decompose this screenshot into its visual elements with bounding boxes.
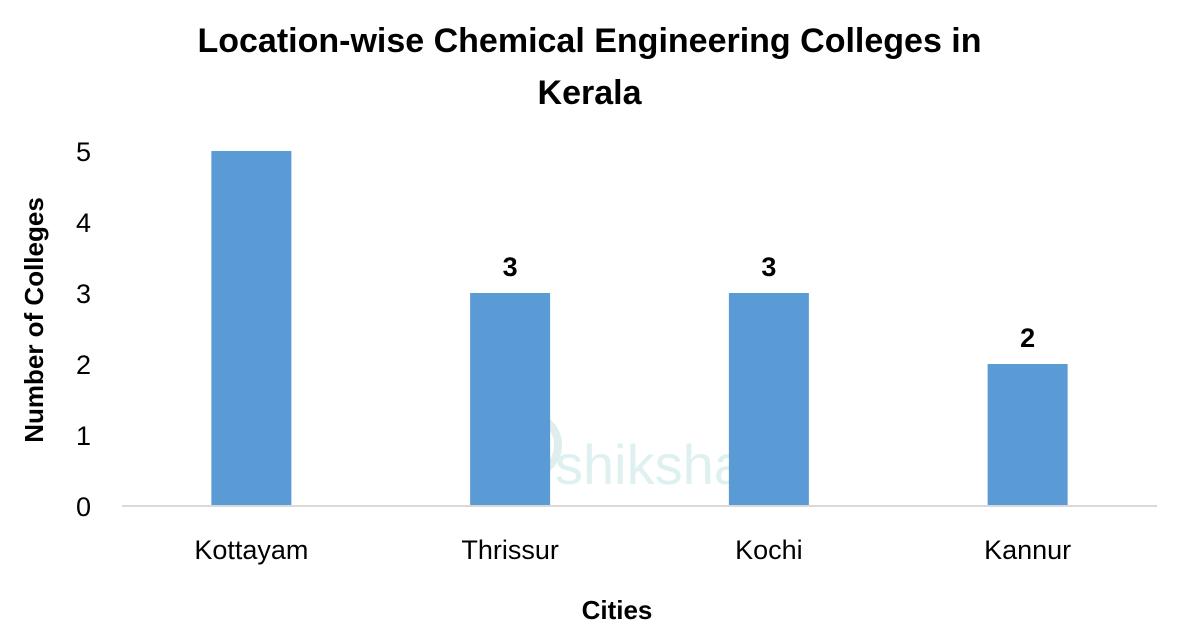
bar: [211, 151, 292, 506]
y-tick-label: 1: [76, 421, 91, 451]
chart-title-line-1: Location-wise Chemical Engineering Colle…: [197, 22, 982, 60]
x-tick-label: Kottayam: [194, 535, 308, 565]
bar: [470, 293, 551, 506]
data-label: 3: [761, 252, 776, 282]
x-tick-label: Kochi: [735, 535, 803, 565]
bar: [728, 293, 809, 506]
y-tick-label: 0: [76, 492, 91, 522]
y-axis-label: Number of Colleges: [19, 197, 49, 443]
x-tick-label: Thrissur: [461, 535, 559, 565]
y-tick-label: 5: [76, 137, 91, 167]
x-tick-label: Kannur: [984, 535, 1071, 565]
chart-title-line-2: Kerala: [537, 74, 642, 112]
data-label: 3: [503, 252, 518, 282]
y-tick-label: 3: [76, 279, 91, 309]
data-label: 2: [1020, 323, 1035, 353]
watermark-text: shiksha: [555, 433, 746, 496]
x-tick-labels: Kottayam Thrissur Kochi Kannur: [194, 535, 1071, 565]
bar: [987, 364, 1068, 506]
watermark: shiksha: [494, 378, 746, 496]
y-tick-label: 2: [76, 350, 91, 380]
x-axis-label: Cities: [582, 595, 653, 625]
y-tick-labels: 0 1 2 3 4 5: [76, 137, 91, 522]
y-tick-label: 4: [76, 208, 91, 238]
data-labels: 3 3 2: [503, 252, 1036, 353]
bars: [211, 151, 1068, 506]
